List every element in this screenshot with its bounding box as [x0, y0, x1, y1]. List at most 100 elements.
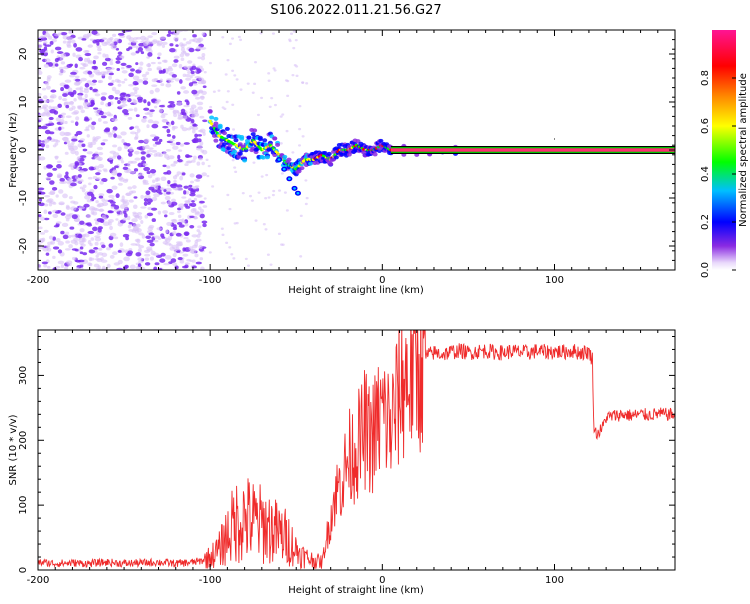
spectrogram-noise-blob: [114, 236, 119, 240]
spectrogram-noise-blob: [42, 87, 47, 91]
spectrogram-noise-blob: [191, 200, 195, 203]
spectrogram-noise-blob: [184, 52, 190, 57]
spectrogram-noise-blob: [144, 194, 151, 199]
spectrogram-noise-blob: [86, 199, 92, 203]
spectrogram-noise-blob: [177, 214, 182, 219]
spectrogram-noise-blob: [178, 218, 183, 223]
spectrogram-noise-blob: [173, 59, 179, 63]
spectrogram-noise-blob: [89, 242, 93, 247]
spectrogram-noise-blob: [107, 113, 113, 117]
spectrogram-branch-core: [277, 158, 281, 161]
spectrogram-noise-blob: [108, 156, 113, 161]
spectrogram-noise-blob: [251, 91, 255, 94]
spectrogram-noise-blob: [44, 32, 51, 38]
spectrogram-noise-blob: [122, 179, 129, 183]
spectrogram-noise-blob: [168, 243, 173, 247]
spectrogram-noise-blob: [202, 131, 206, 136]
spectrogram-noise-blob: [146, 153, 151, 158]
spectrogram-noise-blob: [153, 266, 158, 270]
spectrogram-noise-blob: [173, 36, 179, 42]
spectrogram-noise-blob: [147, 174, 153, 179]
spectrogram-noise-blob: [144, 112, 151, 115]
spectrogram-noise-blob: [47, 211, 52, 215]
spectrogram-noise-blob: [75, 130, 83, 135]
spectrogram-noise-blob: [298, 104, 302, 108]
spectrogram-noise-blob: [172, 231, 177, 235]
spectrogram-noise-blob: [148, 186, 155, 191]
spectrogram-noise-blob: [147, 119, 154, 124]
spectrogram-noise-blob: [97, 80, 102, 84]
spectrogram-noise-blob: [179, 205, 184, 209]
spectrogram-noise-blob: [228, 42, 232, 46]
spectrogram-noise-blob: [136, 146, 143, 150]
spectrogram-noise-blob: [93, 55, 99, 60]
spectrogram-noise-blob: [195, 174, 203, 179]
spectrogram-noise-blob: [139, 61, 144, 66]
spectrogram-noise-blob: [117, 146, 122, 152]
spectrogram-noise-blob: [172, 135, 176, 139]
spectrogram-noise-blob: [199, 257, 204, 261]
spectrogram-noise-blob: [106, 188, 113, 194]
colorbar-tick-label: 0.6: [700, 118, 711, 134]
spectrogram-noise-blob: [59, 177, 65, 182]
spectrogram-noise-blob: [109, 150, 117, 154]
spectrogram-noise-blob: [146, 56, 150, 59]
spectrogram-noise-blob: [101, 41, 108, 47]
spectrogram-noise-blob: [116, 79, 122, 84]
spectrogram-noise-blob: [78, 56, 83, 62]
spectrogram-noise-blob: [80, 77, 87, 82]
spectrogram-noise-blob: [286, 94, 290, 98]
spectrogram-noise-blob: [123, 112, 130, 116]
spectrogram-noise-blob: [96, 146, 103, 151]
spectrogram-noise-blob: [103, 112, 108, 115]
spectrogram-noise-blob: [253, 82, 257, 86]
spectrogram-noise-blob: [144, 257, 150, 261]
spectrogram-noise-blob: [117, 51, 123, 56]
spectrogram-noise-blob: [38, 187, 45, 191]
spectrogram-noise-blob: [290, 32, 294, 35]
spectrogram-noise-blob: [184, 264, 189, 269]
spectrogram-noise-blob: [165, 148, 172, 152]
spectrogram-signal-blob: [236, 154, 242, 159]
spectrogram-noise-blob: [194, 178, 200, 182]
spectrogram-noise-blob: [281, 243, 285, 246]
spectrogram-noise-blob: [125, 142, 131, 147]
spectrogram-noise-blob: [273, 69, 277, 72]
spectrogram-noise-blob: [136, 238, 141, 244]
spectrogram-y-tick-label: 20: [18, 48, 29, 61]
spectrogram-noise-blob: [279, 115, 283, 118]
spectrogram-noise-blob: [112, 251, 118, 256]
spectrogram-noise-blob: [192, 129, 196, 134]
spectrogram-noise-blob: [115, 218, 119, 221]
spectrogram-noise-blob: [292, 46, 296, 50]
spectrogram-noise-blob: [42, 41, 48, 44]
spectrogram-noise-blob: [180, 86, 187, 90]
snr-x-tick-label: 100: [545, 575, 564, 586]
spectrogram-noise-blob: [63, 84, 69, 89]
spectrogram-noise-blob: [38, 44, 43, 48]
spectrogram-noise-blob: [269, 263, 273, 266]
spectrogram-noise-blob: [70, 182, 77, 187]
spectrogram-noise-blob: [115, 193, 120, 199]
spectrogram-noise-blob: [130, 52, 137, 56]
spectrogram-noise-blob: [108, 67, 115, 70]
spectrogram-noise-blob: [264, 228, 268, 231]
spectrogram-noise-blob: [115, 60, 121, 64]
spectrogram-noise-blob: [79, 86, 84, 91]
spectrogram-noise-blob: [167, 180, 171, 185]
spectrogram-noise-blob: [62, 35, 69, 40]
snr-panel: -200 -100 0 100 0 100 200 300 Height of straigh…: [8, 329, 676, 596]
spectrogram-noise-blob: [138, 66, 143, 71]
spectrogram-noise-blob: [101, 178, 108, 183]
spectrogram-noise-blob: [196, 46, 202, 50]
colorbar-gradient: [712, 30, 736, 270]
spectrogram-noise-blob: [136, 79, 144, 83]
spectrogram-noise-blob: [111, 79, 115, 84]
spectrogram-noise-blob: [53, 110, 59, 115]
spectrogram-noise-blob: [123, 145, 129, 150]
spectrogram-noise-blob: [199, 208, 205, 213]
spectrogram-noise-blob: [75, 167, 80, 171]
spectrogram-noise-blob: [134, 82, 139, 86]
spectrogram-noise-blob: [189, 173, 195, 178]
spectrogram-noise-blob: [132, 75, 140, 81]
